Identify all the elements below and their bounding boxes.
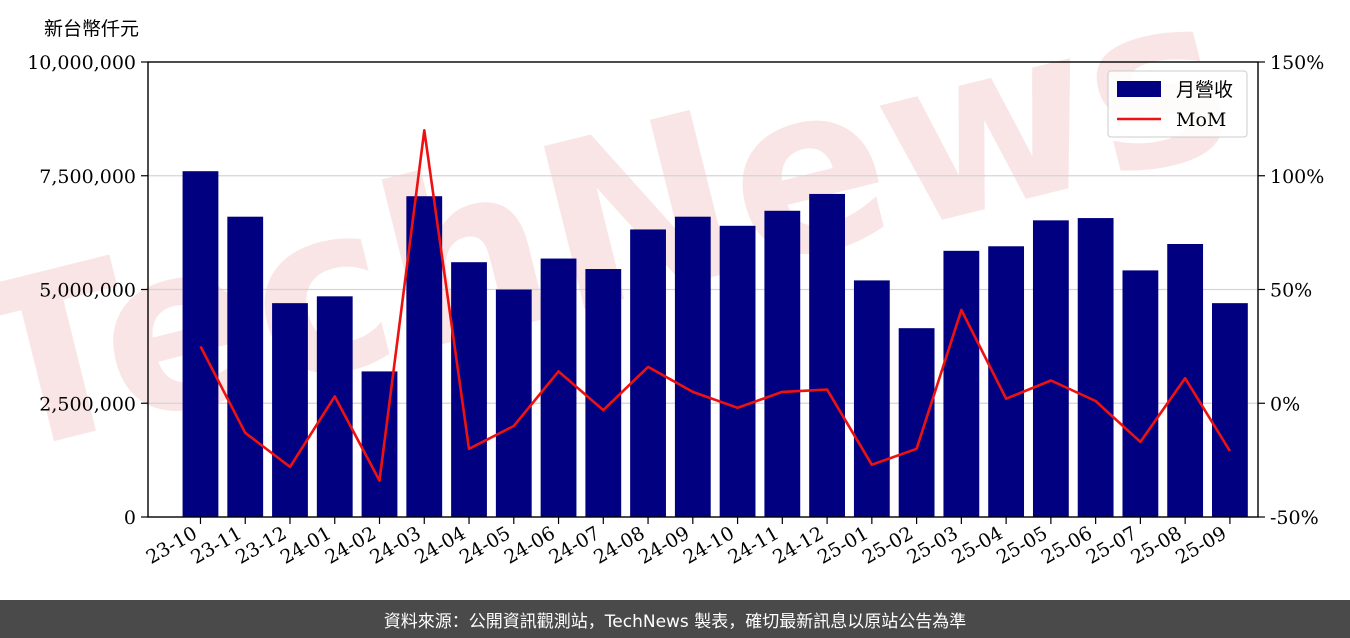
bar: [272, 303, 308, 517]
x-tick-label: 24-07: [545, 522, 603, 568]
bar: [764, 210, 801, 517]
y-right-tick-label: 100%: [1270, 166, 1324, 188]
y-left-tick-label: 0: [124, 507, 136, 529]
legend-label-mom: MoM: [1176, 109, 1226, 131]
bar-series: [182, 171, 1248, 518]
y-left-tick-label: 5,000,000: [39, 280, 136, 302]
x-tick-label: 25-07: [1082, 522, 1140, 568]
bar: [719, 225, 756, 518]
x-tick-label: 23-10: [143, 522, 201, 568]
bar: [495, 289, 532, 517]
y-right-tick-label: -50%: [1270, 507, 1319, 529]
y-axis-unit-label: 新台幣仟元: [44, 18, 140, 40]
y-right-tick-label: 50%: [1270, 280, 1312, 302]
bar: [316, 296, 353, 517]
x-tick-label: 24-05: [456, 522, 514, 568]
x-tick-label: 24-09: [635, 522, 693, 568]
mom-line: [199, 129, 1232, 482]
bar: [227, 216, 264, 517]
y-right-tick-label: 0%: [1270, 393, 1300, 415]
x-tick-label: 24-02: [322, 522, 380, 568]
x-tick-label: 25-02: [859, 522, 917, 568]
source-footer-text: 資料來源：公開資訊觀測站，TechNews 製表，確切最新訊息以原站公告為準: [383, 611, 967, 632]
bar: [1077, 218, 1114, 517]
x-tick-label: 25-08: [1127, 522, 1185, 568]
x-tick-label: 24-08: [590, 522, 648, 568]
x-tick-label: 25-01: [814, 522, 872, 568]
y-left-tick-label: 2,500,000: [39, 393, 136, 415]
legend-swatch-bar: [1117, 81, 1161, 97]
bar: [1032, 220, 1069, 517]
x-tick-label: 25-04: [948, 522, 1006, 568]
x-tick-label: 25-06: [1038, 522, 1096, 568]
x-tick-label: 23-11: [187, 522, 245, 568]
legend: 月營收 MoM: [1107, 70, 1248, 138]
chart: TechNews 02,500,0005,000,0007,500,00010,…: [0, 0, 1324, 569]
legend-label-revenue: 月營收: [1176, 79, 1233, 101]
x-tick-label: 25-03: [903, 522, 961, 568]
x-tick-label: 25-05: [993, 522, 1051, 568]
bar: [361, 371, 398, 517]
y-left-tick-label: 10,000,000: [27, 52, 136, 74]
x-tick-label: 24-12: [769, 522, 827, 568]
bar: [674, 216, 711, 517]
bar: [943, 250, 980, 517]
bar: [988, 246, 1025, 517]
x-tick-label: 24-04: [411, 522, 469, 568]
bar: [182, 171, 219, 517]
bar: [451, 262, 487, 517]
y-right-tick-label: 150%: [1270, 52, 1324, 74]
x-tick-label: 24-11: [724, 522, 782, 568]
bar: [585, 269, 622, 517]
bar: [853, 280, 890, 517]
x-tick-label: 24-03: [366, 522, 424, 568]
x-tick-label: 24-01: [277, 522, 335, 568]
bar: [898, 328, 935, 517]
bar: [809, 193, 845, 517]
x-tick-label: 23-12: [232, 522, 290, 568]
mom-line-series: [199, 129, 1232, 482]
source-footer: 資料來源：公開資訊觀測站，TechNews 製表，確切最新訊息以原站公告為準: [0, 600, 1350, 638]
x-tick-label: 24-06: [501, 522, 559, 568]
bar: [1122, 270, 1159, 517]
y-left-tick-label: 7,500,000: [39, 166, 136, 188]
x-tick-label: 24-10: [680, 522, 738, 568]
x-tick-label: 25-09: [1172, 522, 1230, 568]
bar: [1212, 303, 1248, 517]
bar: [406, 196, 443, 517]
